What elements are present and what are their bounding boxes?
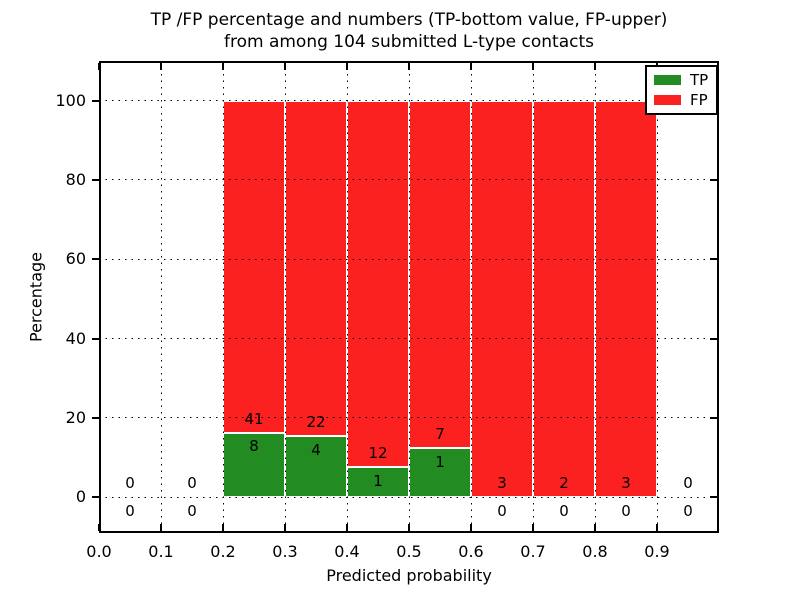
y-tick-label: 0 [75, 487, 86, 507]
fp-count-label: 41 [244, 409, 264, 428]
bar-fp [471, 100, 533, 498]
legend-entry-fp: FP [654, 92, 708, 108]
x-tick-label: 0.7 [520, 542, 546, 561]
bar-tp [285, 436, 347, 498]
fp-count-label: 7 [435, 424, 445, 443]
x-tick-label: 0.1 [148, 542, 174, 561]
fp-count-label: 2 [559, 474, 569, 493]
tp-count-label: 8 [249, 437, 259, 456]
tp-count-label: 0 [683, 502, 693, 521]
legend-swatch-tp [654, 75, 681, 85]
x-tick-label: 0.0 [86, 542, 112, 561]
y-tick-mark-left [92, 178, 99, 181]
x-tick-mark-top [284, 63, 286, 70]
legend-entry-tp: TP [654, 72, 708, 88]
y-tick-mark-left [92, 258, 99, 261]
bar-fp [533, 100, 595, 498]
x-tick-mark-top [594, 63, 596, 70]
x-tick-mark-top [98, 63, 100, 70]
grid-line-x [160, 61, 162, 533]
x-tick-mark-bottom [160, 524, 162, 531]
tp-count-label: 1 [435, 452, 445, 471]
x-tick-mark-top [160, 63, 162, 70]
x-tick-label: 0.8 [582, 542, 608, 561]
tp-count-label: 4 [311, 441, 321, 460]
x-tick-label: 0.3 [272, 542, 298, 561]
x-tick-mark-bottom [284, 524, 286, 531]
chart-title: TP /FP percentage and numbers (TP-bottom… [99, 9, 719, 53]
legend-label-tp: TP [690, 71, 709, 89]
bar-fp [409, 100, 471, 448]
x-tick-mark-bottom [98, 524, 100, 531]
x-tick-mark-top [222, 63, 224, 70]
y-tick-mark-left [92, 416, 99, 419]
y-tick-mark-right [710, 258, 717, 261]
fp-count-label: 22 [306, 413, 326, 432]
bar-fp [223, 100, 285, 433]
grid-line-x [470, 61, 472, 533]
x-tick-label: 0.5 [396, 542, 422, 561]
x-tick-mark-top [408, 63, 410, 70]
tp-count-label: 1 [373, 471, 383, 490]
bar-fp [347, 100, 409, 467]
y-tick-mark-left [92, 496, 99, 499]
tp-count-label: 0 [187, 502, 197, 521]
y-tick-mark-right [710, 337, 717, 340]
grid-line-x [222, 61, 224, 533]
tp-count-label: 0 [125, 502, 135, 521]
grid-line-x [532, 61, 534, 533]
x-tick-mark-bottom [346, 524, 348, 531]
y-tick-mark-right [710, 416, 717, 419]
bar-tp [223, 432, 285, 498]
fp-count-label: 3 [497, 474, 507, 493]
x-tick-label: 0.2 [210, 542, 236, 561]
plot-area: TP FP 0.0 0.1 0.2 0.3 0.4 0.5 0.6 0.7 0.8 0.9 0 20 4… [55, 61, 719, 561]
y-tick-label: 100 [55, 90, 86, 110]
x-tick-mark-top [470, 63, 472, 70]
x-axis-label: Predicted probability [326, 566, 492, 585]
legend: TP FP [645, 65, 719, 115]
grid-line-x [284, 61, 286, 533]
y-tick-label: 20 [65, 407, 86, 427]
grid-line-x [408, 61, 410, 533]
bar-fp [595, 100, 657, 498]
y-tick-label: 40 [65, 328, 86, 348]
y-tick-mark-left [92, 337, 99, 340]
chart-title-line2: from among 104 submitted L-type contacts [223, 32, 594, 52]
x-tick-mark-top [532, 63, 534, 70]
bar-tp [409, 447, 471, 498]
y-tick-label: 60 [65, 249, 86, 269]
y-tick-mark-right [710, 496, 717, 499]
legend-swatch-fp [654, 95, 681, 105]
bar-fp [285, 100, 347, 437]
fp-count-label: 0 [125, 474, 135, 493]
fp-count-label: 0 [683, 474, 693, 493]
legend-label-fp: FP [690, 91, 708, 109]
grid-line-x [346, 61, 348, 533]
x-tick-mark-bottom [222, 524, 224, 531]
fp-count-label: 0 [187, 474, 197, 493]
y-tick-mark-left [92, 99, 99, 102]
x-tick-label: 0.4 [334, 542, 360, 561]
grid-line-x [594, 61, 596, 533]
x-tick-label: 0.9 [644, 542, 670, 561]
fp-count-label: 12 [368, 443, 388, 462]
y-tick-label: 80 [65, 169, 86, 189]
x-tick-mark-top [346, 63, 348, 70]
x-tick-mark-bottom [594, 524, 596, 531]
y-tick-mark-right [710, 178, 717, 181]
tp-count-label: 0 [497, 502, 507, 521]
x-tick-mark-bottom [408, 524, 410, 531]
tp-count-label: 0 [559, 502, 569, 521]
x-tick-label: 0.6 [458, 542, 484, 561]
chart-title-line1: TP /FP percentage and numbers (TP-bottom… [150, 10, 668, 30]
fp-count-label: 3 [621, 474, 631, 493]
x-tick-mark-bottom [656, 524, 658, 531]
x-tick-mark-bottom [470, 524, 472, 531]
grid-line-x [656, 61, 658, 533]
x-tick-mark-bottom [532, 524, 534, 531]
tp-count-label: 0 [621, 502, 631, 521]
